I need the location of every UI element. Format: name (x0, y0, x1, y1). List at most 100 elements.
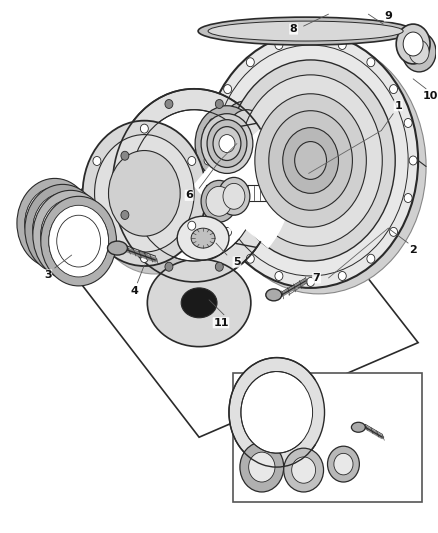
Polygon shape (27, 119, 418, 437)
Ellipse shape (140, 254, 148, 263)
Ellipse shape (389, 85, 398, 94)
Ellipse shape (334, 454, 353, 475)
Ellipse shape (229, 358, 325, 467)
Ellipse shape (246, 254, 254, 263)
Ellipse shape (206, 187, 232, 216)
Ellipse shape (113, 89, 276, 282)
Ellipse shape (209, 118, 217, 127)
Ellipse shape (403, 32, 423, 56)
Ellipse shape (404, 118, 412, 127)
Ellipse shape (295, 142, 326, 180)
Ellipse shape (177, 216, 229, 260)
Ellipse shape (402, 32, 436, 72)
Text: 9: 9 (384, 11, 392, 21)
Ellipse shape (181, 288, 217, 318)
Text: 2: 2 (409, 245, 417, 255)
Ellipse shape (215, 262, 223, 271)
Ellipse shape (389, 228, 398, 236)
Ellipse shape (226, 60, 395, 261)
Ellipse shape (33, 197, 77, 249)
Ellipse shape (49, 209, 92, 261)
Ellipse shape (204, 182, 228, 198)
Ellipse shape (204, 123, 228, 139)
Ellipse shape (240, 442, 284, 492)
Ellipse shape (203, 33, 418, 288)
Ellipse shape (188, 157, 196, 165)
Ellipse shape (367, 254, 375, 263)
Wedge shape (194, 123, 291, 247)
Ellipse shape (213, 127, 241, 160)
Ellipse shape (121, 151, 129, 160)
Ellipse shape (239, 75, 382, 246)
Ellipse shape (41, 200, 101, 270)
Ellipse shape (219, 101, 275, 166)
Ellipse shape (269, 111, 353, 210)
Ellipse shape (93, 157, 101, 165)
Ellipse shape (107, 241, 127, 255)
Ellipse shape (83, 120, 206, 266)
Ellipse shape (95, 135, 194, 252)
Ellipse shape (307, 278, 314, 286)
Ellipse shape (147, 259, 251, 346)
Ellipse shape (165, 100, 173, 108)
Ellipse shape (201, 180, 237, 222)
Text: 8: 8 (290, 24, 297, 34)
Wedge shape (263, 376, 304, 449)
Wedge shape (275, 385, 304, 439)
Ellipse shape (188, 221, 196, 230)
Ellipse shape (246, 58, 254, 67)
Text: 3: 3 (44, 270, 52, 280)
Ellipse shape (25, 184, 101, 274)
Ellipse shape (351, 422, 365, 432)
Text: 4: 4 (131, 286, 138, 296)
Ellipse shape (396, 24, 430, 64)
Ellipse shape (208, 21, 403, 41)
Ellipse shape (409, 40, 429, 64)
Ellipse shape (266, 289, 282, 301)
Ellipse shape (223, 183, 245, 209)
Ellipse shape (131, 110, 258, 261)
Ellipse shape (198, 17, 413, 45)
Text: 6: 6 (185, 190, 193, 200)
Ellipse shape (201, 114, 253, 173)
Ellipse shape (25, 188, 85, 258)
Ellipse shape (284, 448, 324, 492)
Ellipse shape (41, 196, 117, 286)
Text: 1: 1 (394, 101, 402, 111)
Ellipse shape (224, 85, 232, 94)
Ellipse shape (33, 195, 92, 264)
Ellipse shape (307, 35, 314, 44)
Ellipse shape (409, 156, 417, 165)
Ellipse shape (328, 446, 359, 482)
Ellipse shape (218, 177, 250, 215)
Ellipse shape (211, 39, 426, 294)
Ellipse shape (49, 205, 109, 277)
Ellipse shape (33, 190, 109, 280)
Ellipse shape (140, 124, 148, 133)
Ellipse shape (191, 228, 215, 248)
Ellipse shape (338, 271, 346, 280)
Ellipse shape (109, 150, 180, 236)
Ellipse shape (404, 193, 412, 203)
Ellipse shape (227, 110, 267, 157)
Ellipse shape (209, 193, 217, 203)
Ellipse shape (57, 215, 101, 267)
Ellipse shape (92, 128, 216, 274)
Ellipse shape (93, 221, 101, 230)
Ellipse shape (33, 193, 92, 265)
Ellipse shape (165, 262, 173, 271)
Ellipse shape (17, 179, 92, 268)
Ellipse shape (215, 100, 223, 108)
Ellipse shape (241, 372, 313, 453)
Ellipse shape (338, 41, 346, 50)
Ellipse shape (275, 271, 283, 280)
Ellipse shape (49, 206, 109, 276)
Bar (206, 185, 291, 201)
Ellipse shape (255, 94, 366, 227)
Ellipse shape (283, 127, 339, 193)
Ellipse shape (367, 58, 375, 67)
Ellipse shape (224, 228, 232, 236)
Bar (233, 373, 422, 502)
Ellipse shape (25, 188, 85, 259)
Ellipse shape (275, 41, 283, 50)
